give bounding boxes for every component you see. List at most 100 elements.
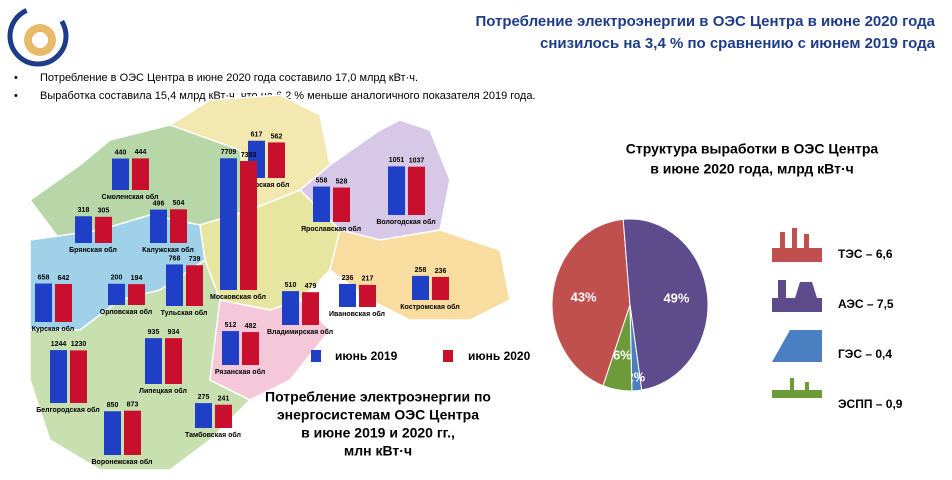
pie-slice — [551, 218, 631, 387]
region-label: Костромская обл — [400, 303, 460, 311]
value-label: 482 — [245, 323, 257, 330]
region-label: Воронежская обл — [92, 458, 153, 466]
value-label: 440 — [115, 149, 127, 156]
value-label: 7393 — [241, 152, 257, 159]
value-label: 850 — [107, 402, 119, 409]
map-caption: Потребление электроэнергии по энергосист… — [265, 389, 491, 459]
region-label: Калужская обл — [142, 246, 194, 254]
value-label: 528 — [336, 178, 348, 185]
slice-label: 49% — [663, 290, 689, 305]
region-label: Ивановская обл — [329, 310, 385, 318]
value-label: 739 — [189, 256, 201, 263]
bar — [333, 187, 350, 222]
bar — [108, 283, 125, 305]
caption-line: в июне 2019 и 2020 гг., — [301, 425, 455, 441]
caption-line: Потребление электроэнергии по — [265, 389, 491, 405]
region-label: Рязанская обл — [215, 368, 265, 376]
pie-legend-icons — [772, 228, 822, 398]
value-label: 479 — [305, 283, 317, 290]
legend-label: июнь 2020 — [468, 349, 531, 363]
bar — [112, 158, 129, 190]
region-label: Орловская обл — [100, 308, 153, 316]
value-label: 512 — [225, 322, 237, 329]
bullet: Выработка составила 15,4 млрд кВт·ч, что… — [40, 90, 536, 102]
bar — [50, 350, 67, 403]
bar — [242, 332, 259, 365]
region-label: Тульская обл — [161, 309, 208, 317]
pie-legend-label: ГЭС – 0,4 — [838, 347, 892, 361]
bar — [222, 331, 239, 365]
bar — [166, 264, 183, 306]
bar — [186, 265, 203, 306]
value-label: 496 — [153, 200, 165, 207]
title-line: Потребление электроэнергии в ОЭС Центра … — [475, 13, 935, 30]
region-label: Вологодская обл — [376, 218, 435, 226]
value-label: 642 — [58, 275, 70, 282]
logo — [7, 5, 69, 67]
bar — [240, 161, 257, 290]
bar — [150, 209, 167, 243]
bar — [215, 404, 232, 428]
region-label: Владимирская обл — [267, 328, 333, 336]
pie-title-line: Структура выработки в ОЭС Центра — [626, 141, 879, 157]
value-label: 504 — [173, 200, 185, 207]
value-label: 444 — [135, 149, 147, 156]
value-label: 194 — [131, 275, 143, 282]
value-label: 7709 — [221, 149, 237, 156]
bar — [195, 403, 212, 428]
value-label: 768 — [169, 255, 181, 262]
value-label: 510 — [285, 282, 297, 289]
bar — [165, 338, 182, 384]
title-line: снизилось на 3,4 % по сравнению с июнем … — [540, 35, 936, 52]
region-label: Брянская обл — [69, 246, 117, 254]
value-label: 305 — [98, 208, 110, 215]
region-label: Курская обл — [32, 325, 75, 333]
bar — [388, 166, 405, 215]
bar — [282, 291, 299, 325]
region-label: Московская обл — [210, 293, 266, 301]
bar — [145, 338, 162, 384]
value-label: 562 — [271, 133, 283, 140]
bar — [128, 284, 145, 305]
value-label: 200 — [111, 275, 123, 282]
bar — [313, 186, 330, 222]
pie-legend-label: ЭСПП – 0,9 — [838, 397, 903, 411]
legend-label: июнь 2019 — [335, 349, 398, 363]
pie-title: Структура выработки в ОЭС Центра в июне … — [626, 141, 879, 177]
bar — [124, 410, 141, 455]
bar — [70, 350, 87, 403]
bar — [268, 142, 285, 178]
bullet: Потребление в ОЭС Центра в июне 2020 год… — [40, 72, 418, 84]
pie-legend-label: ТЭС – 6,6 — [838, 247, 893, 261]
bar — [132, 158, 149, 190]
region-label: Смоленская обл — [102, 193, 159, 201]
map-legend: июнь 2019 июнь 2020 — [311, 349, 531, 363]
pie-slice — [622, 218, 709, 391]
region-label: Тверская обл — [243, 181, 290, 189]
value-label: 275 — [198, 394, 210, 401]
legend-swatch — [443, 350, 453, 362]
bar — [432, 276, 449, 300]
value-label: 658 — [38, 274, 50, 281]
region-label: Липецкая обл — [139, 387, 187, 395]
value-label: 236 — [435, 268, 447, 275]
value-label: 617 — [251, 132, 263, 139]
bullet-dot: • — [14, 72, 18, 84]
region-label: Белгородская обл — [36, 406, 99, 414]
value-label: 934 — [168, 329, 180, 336]
value-label: 258 — [415, 267, 427, 274]
bar — [95, 216, 112, 243]
caption-line: млн кВт·ч — [344, 443, 412, 459]
bar — [359, 284, 376, 307]
value-label: 318 — [78, 207, 90, 214]
pie-title-line: в июне 2020 года, млрд кВт·ч — [650, 161, 854, 177]
pie-slice — [602, 304, 633, 392]
bar — [75, 216, 92, 243]
bullet-dot: • — [14, 90, 18, 102]
value-label: 1051 — [389, 157, 405, 164]
value-label: 1230 — [71, 341, 87, 348]
caption-line: энергосистемам ОЭС Центра — [277, 407, 479, 423]
bar — [35, 283, 52, 322]
bar — [104, 411, 121, 455]
